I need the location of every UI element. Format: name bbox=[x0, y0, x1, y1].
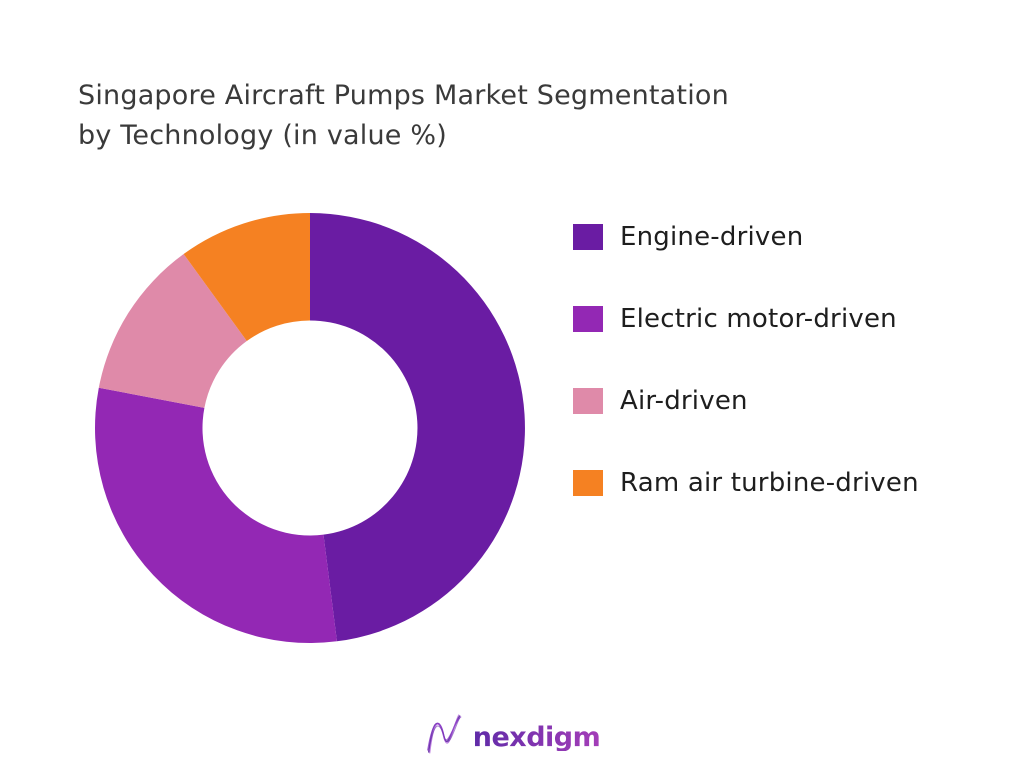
donut-slice-engine-driven bbox=[310, 213, 525, 642]
legend-label: Air-driven bbox=[620, 386, 748, 416]
brand-name: nexdigm bbox=[473, 718, 601, 751]
donut-chart bbox=[95, 213, 525, 643]
chart-title-line1: Singapore Aircraft Pumps Market Segmenta… bbox=[78, 80, 729, 111]
legend-swatch-icon bbox=[573, 388, 603, 414]
donut-slice-ram-air-turbine-driven bbox=[183, 213, 310, 342]
donut-slice-air-driven bbox=[98, 254, 247, 408]
legend-label: Electric motor-driven bbox=[620, 304, 897, 334]
legend-item-air-driven: Air-driven bbox=[573, 376, 919, 426]
donut-slice-electric-motor-driven bbox=[95, 387, 337, 643]
chart-title: Singapore Aircraft Pumps Market Segmenta… bbox=[78, 76, 729, 156]
donut-chart-svg bbox=[95, 213, 525, 643]
chart-legend: Engine-driven Electric motor-driven Air-dr… bbox=[573, 212, 919, 540]
legend-label: Ram air turbine-driven bbox=[620, 468, 919, 498]
legend-item-engine-driven: Engine-driven bbox=[573, 212, 919, 262]
legend-item-ram-air-turbine-driven: Ram air turbine-driven bbox=[573, 458, 919, 508]
nexdigm-wave-icon bbox=[427, 714, 462, 754]
legend-item-electric-motor-driven: Electric motor-driven bbox=[573, 294, 919, 344]
legend-swatch-icon bbox=[573, 224, 603, 250]
legend-swatch-icon bbox=[573, 470, 603, 496]
legend-label: Engine-driven bbox=[620, 222, 804, 252]
legend-swatch-icon bbox=[573, 306, 603, 332]
brand-logo: nexdigm bbox=[424, 706, 601, 762]
chart-title-line2: by Technology (in value %) bbox=[78, 120, 447, 151]
